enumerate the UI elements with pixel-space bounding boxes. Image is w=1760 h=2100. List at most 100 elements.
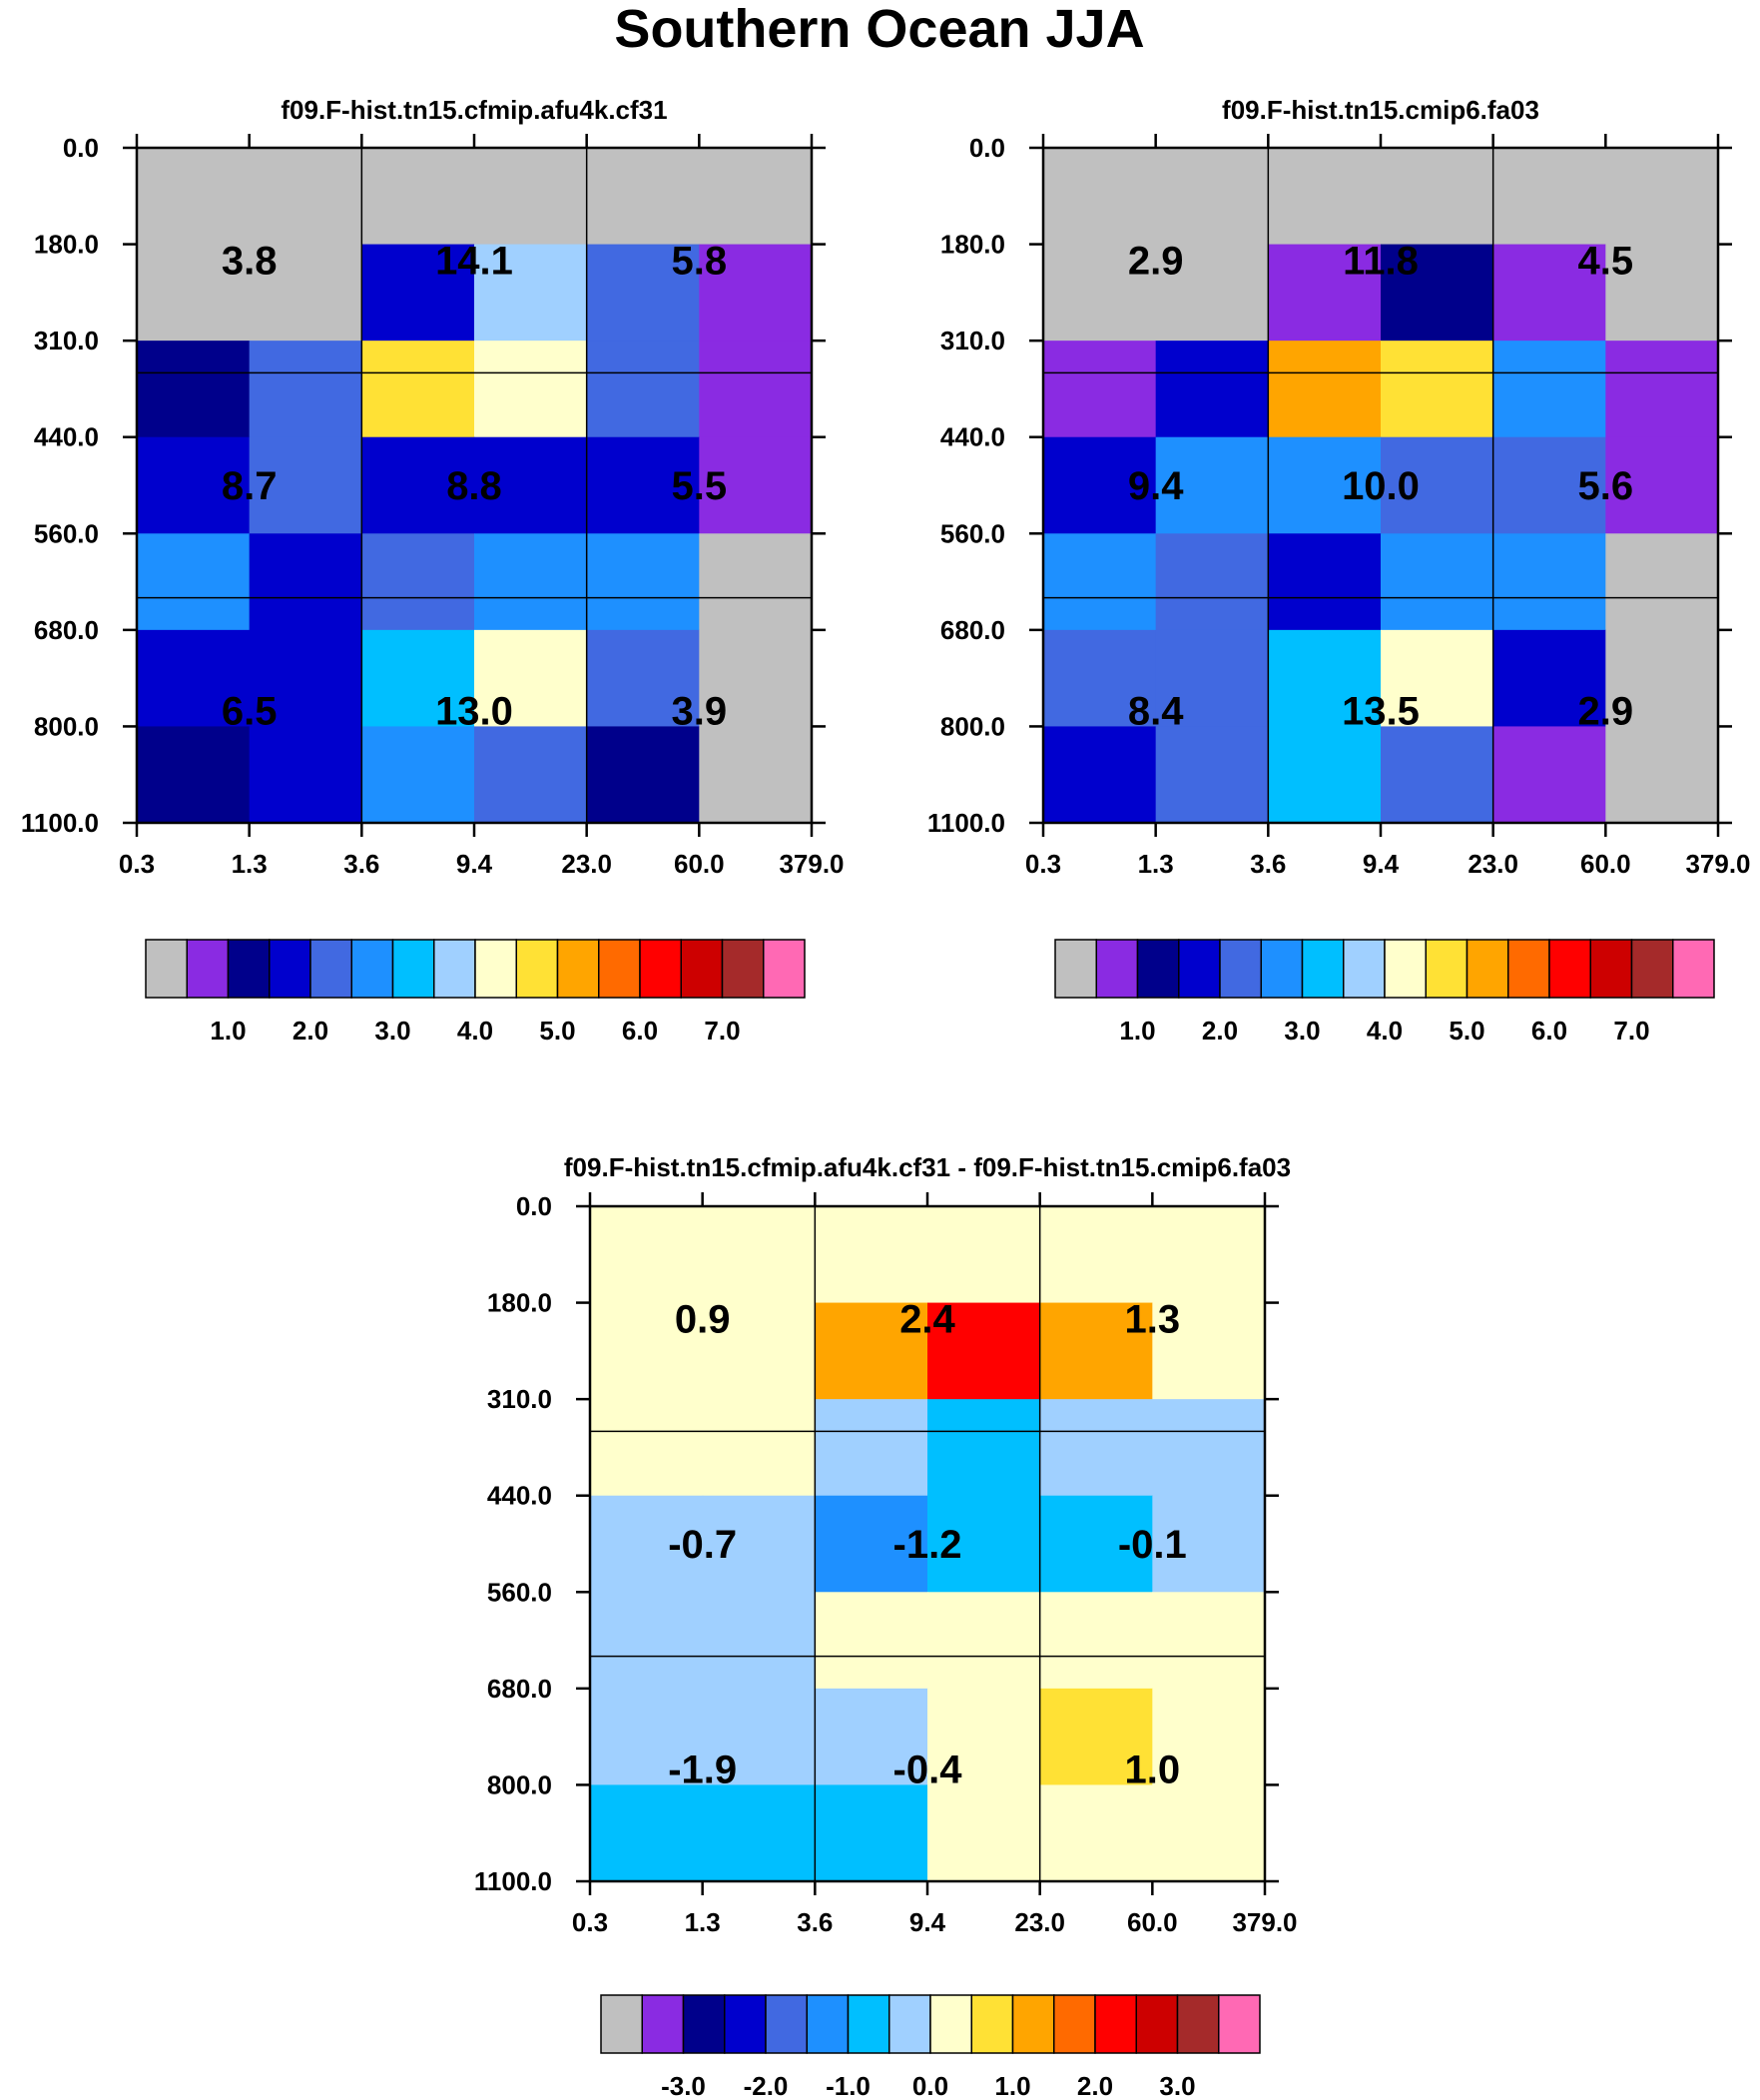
- colorbar-box: [1466, 939, 1509, 999]
- heatmap-cell: [1152, 1206, 1266, 1304]
- colorbar-label: 3.0: [1159, 2071, 1195, 2100]
- block-value-label: 2.9: [1578, 689, 1634, 733]
- heatmap-cell: [474, 341, 588, 438]
- block-value-label: 4.5: [1578, 240, 1634, 284]
- colorbar-label: 5.0: [1449, 1016, 1484, 1046]
- heatmap-cell: [361, 341, 475, 438]
- heatmap-cell: [699, 533, 813, 631]
- colorbar-box: [600, 1994, 643, 2054]
- colorbar-box: [1260, 939, 1304, 999]
- heatmap-cell: [590, 1592, 704, 1690]
- colorbar-box: [765, 1994, 808, 2054]
- x-tick-label: 23.0: [561, 849, 612, 879]
- colorbar-label: -2.0: [744, 2071, 789, 2100]
- heatmap-cell: [474, 629, 588, 728]
- heatmap-cell: [1043, 148, 1157, 246]
- colorbar-label: 7.0: [704, 1016, 740, 1046]
- colorbar-box: [1425, 939, 1468, 999]
- heatmap-cell: [702, 1592, 816, 1690]
- y-tick-label: 440.0: [34, 422, 99, 452]
- block-value-label: 8.7: [222, 464, 278, 508]
- colorbar-box: [1011, 1994, 1055, 2054]
- panel-title: f09.F-hist.tn15.cfmip.afu4k.cf31: [281, 95, 667, 125]
- heatmap-cell: [474, 148, 588, 246]
- x-tick-label: 9.4: [909, 1907, 946, 1937]
- heatmap-cell: [586, 148, 700, 246]
- block-value-label: 14.1: [435, 240, 513, 284]
- heatmap-cell: [1043, 341, 1157, 438]
- block-value-label: -1.9: [668, 1748, 737, 1791]
- colorbar-box: [1507, 939, 1550, 999]
- heatmap-cell: [1268, 533, 1382, 631]
- heatmap-cell: [927, 1206, 1041, 1304]
- x-tick-label: 0.3: [1025, 849, 1061, 879]
- heatmap-cell: [702, 1206, 816, 1304]
- y-tick-label: 1100.0: [21, 808, 99, 838]
- colorbar-box: [1589, 939, 1633, 999]
- heatmap-cell: [137, 148, 251, 246]
- colorbar-box: [724, 1994, 767, 2054]
- colorbar-box: [598, 939, 641, 999]
- heatmap-cell: [1039, 1206, 1153, 1304]
- block-value-label: -1.2: [893, 1523, 962, 1567]
- block-value-label: 1.0: [1125, 1748, 1181, 1791]
- colorbar-box: [227, 939, 271, 999]
- y-tick-label: 680.0: [34, 615, 99, 645]
- colorbar-box: [1630, 939, 1674, 999]
- heatmap-cell: [249, 244, 362, 342]
- heatmap-cell: [815, 1495, 928, 1593]
- block-value-label: 13.0: [435, 689, 513, 733]
- heatmap-cell: [1605, 726, 1719, 824]
- colorbar-box: [1548, 939, 1591, 999]
- y-tick-label: 0.0: [63, 133, 99, 163]
- heatmap-cell: [1152, 1784, 1266, 1882]
- heatmap-cell: [1152, 1399, 1266, 1497]
- heatmap-cell: [1492, 726, 1606, 824]
- heatmap-cell: [361, 629, 475, 728]
- y-tick-label: 680.0: [940, 615, 1005, 645]
- colorbar-label: 2.0: [1077, 2071, 1113, 2100]
- heatmap-cell: [1155, 148, 1269, 246]
- colorbar-label: 1.0: [994, 2071, 1030, 2100]
- heatmap-cell: [1155, 341, 1269, 438]
- colorbar-box: [1672, 939, 1715, 999]
- block-value-label: 0.9: [675, 1298, 731, 1342]
- colorbar-label: 0.0: [912, 2071, 948, 2100]
- y-tick-label: 310.0: [487, 1384, 552, 1414]
- heatmap-cell: [1381, 533, 1494, 631]
- heatmap-cell: [815, 1302, 928, 1400]
- block-value-label: -0.7: [668, 1523, 737, 1567]
- heatmap-cell: [1268, 341, 1382, 438]
- y-tick-label: 0.0: [516, 1191, 552, 1221]
- heatmap-cell: [1605, 533, 1719, 631]
- heatmap-cell: [249, 533, 362, 631]
- y-tick-label: 440.0: [940, 422, 1005, 452]
- heatmap-cell: [1605, 244, 1719, 342]
- heatmap-cell: [927, 1592, 1041, 1690]
- block-value-label: 5.8: [672, 240, 728, 284]
- y-tick-label: 310.0: [940, 326, 1005, 355]
- heatmap-cell: [927, 1399, 1041, 1497]
- block-value-label: 9.4: [1128, 464, 1184, 508]
- colorbar-box: [1301, 939, 1345, 999]
- colorbar-box: [186, 939, 230, 999]
- block-value-label: 11.8: [1343, 240, 1419, 284]
- heatmap-cell: [1492, 436, 1606, 534]
- colorbar-box: [847, 1994, 890, 2054]
- heatmap-cell: [815, 1688, 928, 1786]
- heatmap-cell: [249, 436, 362, 534]
- panel-2: f09.F-hist.tn15.cmip6.fa03 0.0 180.0 310.0 4…: [927, 95, 1751, 1046]
- heatmap-cell: [361, 533, 475, 631]
- colorbar-label: 5.0: [539, 1016, 575, 1046]
- colorbar-label: 7.0: [1613, 1016, 1649, 1046]
- heatmap-cell: [137, 726, 251, 824]
- block-value-label: 13.5: [1342, 689, 1420, 733]
- heatmap-cell: [1039, 1399, 1153, 1497]
- heatmap-cell: [1039, 1688, 1153, 1786]
- heatmap-cell: [1155, 533, 1269, 631]
- x-tick-label: 0.3: [119, 849, 155, 879]
- heatmap-cell: [927, 1784, 1041, 1882]
- heatmap-cell: [249, 341, 362, 438]
- heatmap-cell: [361, 148, 475, 246]
- heatmap-cell: [1605, 341, 1719, 438]
